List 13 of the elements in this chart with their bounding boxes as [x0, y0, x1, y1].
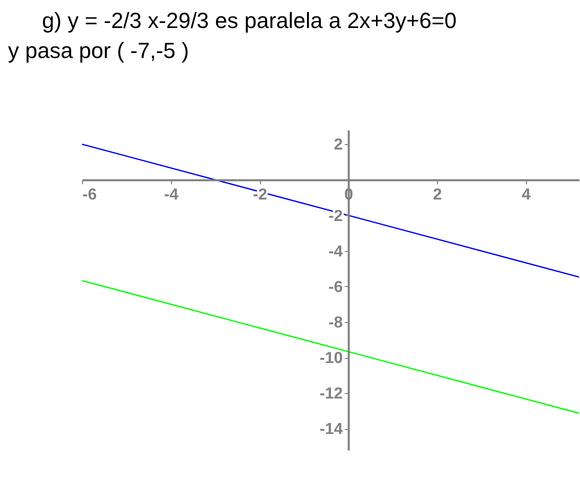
y-tick-label: -14 — [320, 421, 343, 438]
y-tick-label: -12 — [320, 386, 343, 403]
x-tick-label: -6 — [82, 186, 97, 204]
y-tick-label: 2 — [334, 136, 343, 154]
y-tick-label: -4 — [328, 243, 343, 260]
x-tick-label: -4 — [164, 186, 178, 204]
y-tick-label: -2 — [328, 208, 343, 225]
chart-title: g) y = -2/3 x-29/3 es paralela a 2x+3y+6=0 y pasa por ( -7,-5 ) — [8, 7, 458, 65]
y-tick-label: -10 — [320, 350, 343, 368]
x-tick-label: 2 — [433, 186, 442, 204]
x-tick-label: 4 — [522, 186, 531, 204]
y-tick-label: -6 — [328, 278, 343, 296]
y-tick-label: -8 — [328, 314, 343, 332]
